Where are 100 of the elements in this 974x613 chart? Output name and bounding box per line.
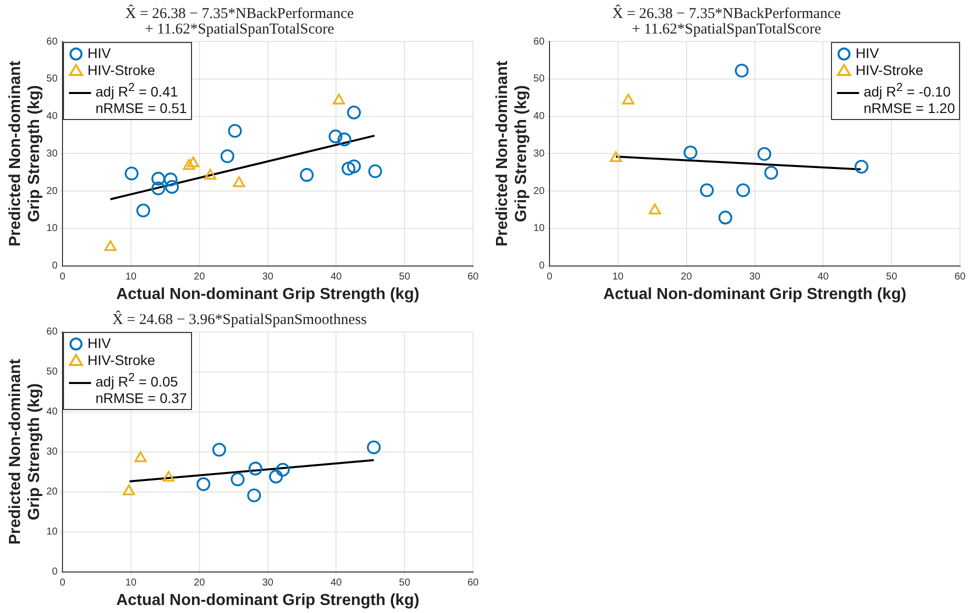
x-tick-label: 0 — [60, 578, 66, 589]
point — [134, 451, 147, 462]
point — [220, 149, 234, 164]
point — [162, 470, 175, 482]
point — [187, 156, 200, 168]
x-tick-label: 50 — [886, 272, 898, 283]
point — [204, 168, 216, 180]
x-tick-label: 10 — [125, 272, 137, 283]
point — [151, 172, 166, 186]
point — [232, 176, 246, 188]
point — [212, 442, 226, 457]
y-tick-label: 60 — [533, 36, 545, 48]
point — [718, 210, 732, 224]
legend-label: HIV — [88, 44, 111, 62]
point — [165, 180, 179, 194]
x-tick-label: 40 — [330, 272, 342, 283]
x-tick-label: 50 — [399, 272, 411, 283]
y-tick-label: 10 — [46, 526, 58, 538]
x-tick-label: 30 — [749, 272, 761, 283]
y-tick-label: 0 — [538, 260, 545, 272]
point — [347, 159, 361, 174]
y-tick-label: 60 — [46, 326, 58, 338]
x-tick-label: 50 — [399, 578, 411, 589]
y-tick-label: 0 — [52, 566, 58, 578]
y-tick-label: 60 — [46, 36, 58, 48]
point — [300, 168, 314, 182]
legend-label: HIV-Stroke — [88, 352, 156, 369]
point — [700, 183, 714, 198]
legend-label: HIV-Stroke — [88, 62, 156, 78]
y-tick-label: 50 — [533, 74, 545, 85]
point — [368, 164, 382, 178]
legend-label: HIV — [856, 44, 879, 62]
y-axis-title: Predicted Non-dominant Grip Strength (kg) — [7, 358, 44, 545]
y-tick-label: 40 — [46, 406, 58, 418]
y-tick-label: 30 — [46, 446, 58, 458]
legend-label: HIV-Stroke — [856, 62, 924, 78]
point — [736, 183, 750, 198]
y-tick-label: 20 — [46, 186, 58, 197]
x-tick-label: 30 — [262, 578, 274, 589]
point — [228, 124, 242, 138]
legend-label: HIV — [88, 334, 111, 352]
point — [104, 240, 117, 252]
point — [276, 462, 290, 477]
y-tick-label: 10 — [533, 223, 545, 234]
y-tick-label: 50 — [46, 74, 58, 85]
point — [164, 172, 178, 186]
point — [230, 472, 245, 486]
point — [247, 488, 261, 502]
point — [610, 151, 622, 162]
point — [684, 146, 698, 160]
point — [328, 130, 342, 144]
y-tick-label: 30 — [533, 148, 545, 160]
x-tick-label: 0 — [60, 272, 66, 283]
point — [124, 166, 139, 180]
point — [347, 106, 361, 120]
x-tick-label: 30 — [262, 272, 274, 283]
y-tick-label: 20 — [533, 186, 545, 197]
point — [122, 484, 135, 496]
point — [366, 440, 381, 454]
x-tick-label: 40 — [330, 578, 342, 589]
chart-title: X̂ = 26.38 − 7.35*NBackPerformance + 11.62*SpatialSpanTotalScore — [612, 4, 842, 38]
point — [182, 159, 196, 170]
y-tick-label: 20 — [46, 486, 58, 498]
x-axis-title: Actual Non-dominant Grip Strength (kg) — [116, 286, 420, 303]
point — [734, 64, 749, 78]
y-tick-label: 10 — [46, 223, 58, 234]
point — [269, 470, 283, 484]
point — [337, 132, 352, 146]
legend-label: adj R$^{2}$ = 0.05 nRMSE = 0.37 — [96, 370, 187, 408]
chart-title: X̂ = 24.68 − 3.96*SpatialSpanSmoothness — [112, 310, 367, 328]
y-axis-title: Predicted Non-dominant Grip Strength (kg) — [7, 60, 44, 247]
legend-label: adj R$^{2}$ = -0.10 nRMSE = 1.20 — [864, 80, 955, 118]
y-tick-label: 40 — [46, 111, 58, 122]
chart-title: X̂ = 26.38 − 7.35*NBackPerformance + 11.62*SpatialSpanTotalScore — [125, 4, 354, 38]
x-tick-label: 60 — [954, 272, 966, 283]
point — [764, 166, 778, 180]
x-tick-label: 40 — [818, 272, 830, 283]
point — [151, 182, 166, 196]
x-tick-label: 10 — [125, 578, 137, 589]
x-axis-title: Actual Non-dominant Grip Strength (kg) — [603, 286, 906, 303]
point — [342, 162, 356, 176]
x-tick-label: 20 — [680, 272, 692, 283]
y-tick-label: 30 — [46, 148, 58, 160]
point — [648, 204, 661, 214]
point — [248, 462, 262, 476]
x-tick-label: 20 — [194, 272, 206, 283]
point — [136, 204, 150, 218]
point — [757, 147, 772, 161]
x-tick-label: 0 — [546, 272, 553, 283]
point — [196, 477, 210, 492]
x-tick-label: 60 — [467, 578, 479, 589]
y-tick-label: 0 — [52, 260, 58, 272]
y-tick-label: 50 — [46, 366, 58, 378]
x-axis-title: Actual Non-dominant Grip Strength (kg) — [116, 592, 420, 609]
x-tick-label: 20 — [194, 578, 206, 589]
y-tick-label: 40 — [533, 111, 545, 122]
legend-label: adj R$^{2}$ = 0.41 nRMSE = 0.51 — [96, 80, 187, 118]
x-tick-label: 10 — [612, 272, 624, 283]
x-tick-label: 60 — [467, 272, 479, 283]
point — [854, 160, 868, 174]
